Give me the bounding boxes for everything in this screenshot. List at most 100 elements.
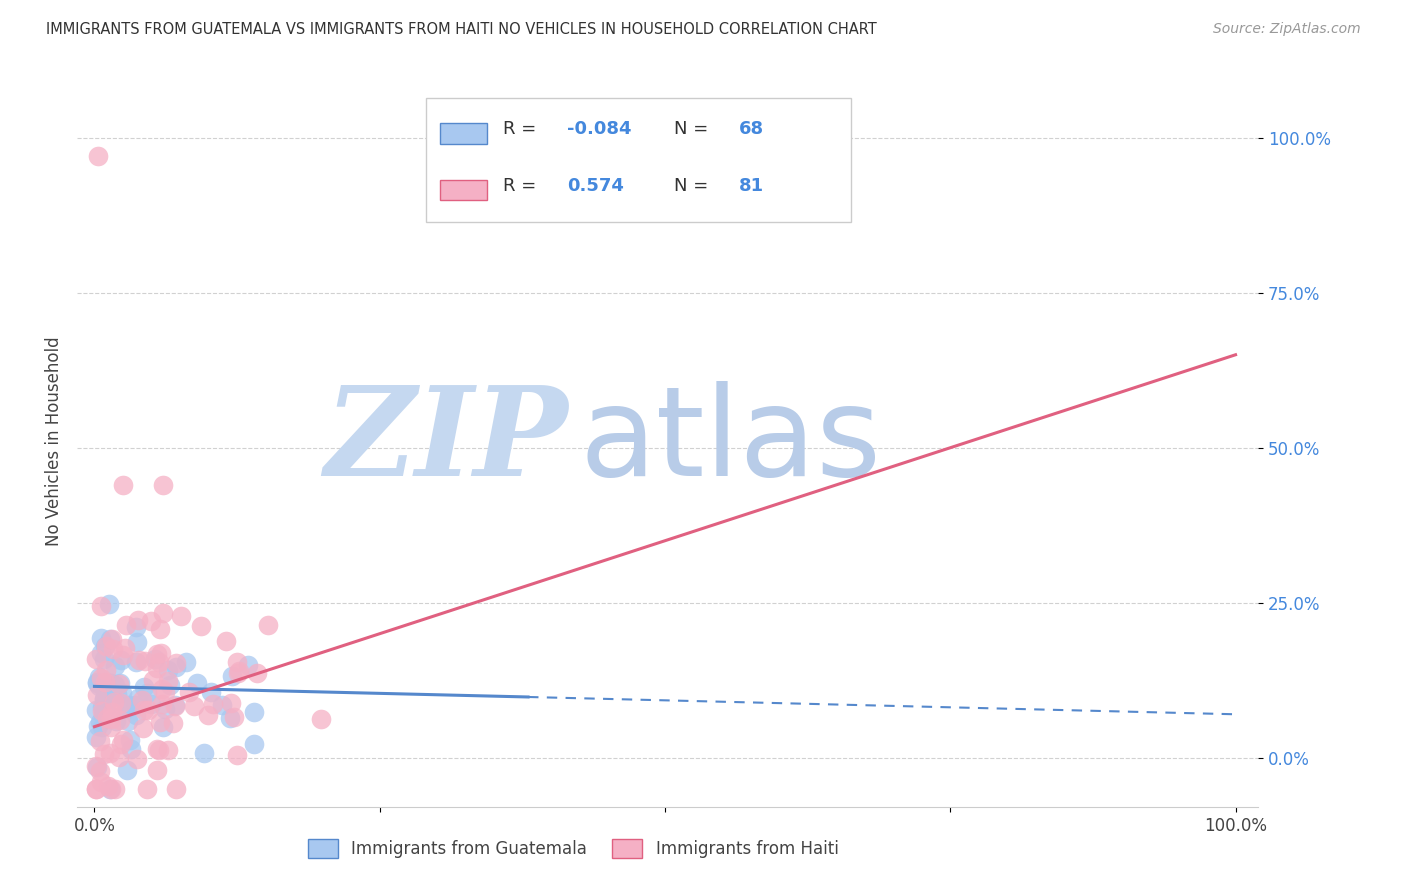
Point (127, 613, 149, 627)
Point (190, 619, 212, 633)
Point (110, 713, 132, 727)
Point (90, 774, 112, 789)
Point (146, 763, 169, 777)
FancyBboxPatch shape (440, 123, 486, 144)
Point (120, 742, 142, 756)
Point (165, 781, 187, 796)
Point (91, 708, 114, 723)
Point (163, 698, 186, 712)
Point (134, 654, 156, 668)
Point (86, 675, 108, 690)
Point (110, 653, 132, 667)
Point (107, 676, 129, 690)
Point (146, 741, 169, 756)
Point (100, 675, 122, 690)
Y-axis label: No Vehicles in Household: No Vehicles in Household (45, 336, 63, 547)
Point (150, 698, 173, 712)
Point (87, 149, 110, 163)
Point (153, 701, 176, 715)
Point (100, 781, 122, 796)
Point (163, 698, 186, 713)
Point (100, 689, 122, 703)
Point (152, 478, 174, 492)
Point (128, 652, 150, 666)
Text: 68: 68 (738, 120, 763, 138)
Point (101, 690, 124, 705)
Point (165, 657, 187, 671)
Point (104, 781, 127, 796)
Point (224, 710, 246, 724)
Point (221, 669, 243, 683)
Point (103, 695, 125, 709)
Point (84, 781, 107, 796)
Point (100, 708, 122, 723)
Point (84, 703, 107, 717)
Point (101, 642, 124, 657)
Point (87, 679, 110, 693)
Point (100, 746, 122, 760)
Point (186, 676, 208, 690)
Point (226, 666, 249, 681)
Text: N =: N = (673, 177, 714, 194)
Point (101, 706, 124, 720)
Point (90, 599, 112, 613)
Point (93, 705, 115, 719)
Point (110, 738, 132, 752)
Text: 81: 81 (738, 177, 763, 194)
Point (131, 721, 153, 735)
Point (84, 651, 107, 665)
Point (127, 691, 149, 706)
Point (148, 743, 170, 757)
Point (155, 685, 177, 699)
Point (143, 652, 166, 666)
Point (114, 618, 136, 632)
Point (152, 720, 174, 734)
Point (105, 687, 128, 701)
Point (149, 646, 172, 660)
Point (110, 696, 132, 710)
Point (104, 714, 127, 729)
Point (117, 698, 139, 713)
Point (226, 656, 249, 670)
Point (169, 609, 191, 624)
Point (96, 663, 118, 677)
Point (243, 737, 266, 751)
Point (243, 706, 266, 720)
Point (97, 678, 120, 692)
Point (104, 658, 127, 673)
Point (97, 780, 120, 794)
Text: Source: ZipAtlas.com: Source: ZipAtlas.com (1213, 22, 1361, 37)
Point (96, 711, 118, 725)
Text: -0.084: -0.084 (568, 120, 631, 138)
Point (111, 686, 134, 700)
Point (100, 720, 122, 734)
Point (150, 681, 173, 696)
Point (125, 707, 148, 722)
Point (165, 660, 187, 674)
Point (108, 750, 131, 764)
Point (139, 697, 162, 711)
Point (226, 747, 249, 762)
Point (256, 618, 278, 632)
Point (146, 648, 169, 662)
Point (139, 614, 162, 628)
Point (146, 661, 169, 675)
Point (94, 639, 117, 653)
Point (142, 673, 165, 688)
Point (103, 678, 125, 692)
FancyBboxPatch shape (426, 98, 851, 222)
Text: atlas: atlas (579, 381, 882, 502)
Point (93, 651, 115, 665)
Point (86, 719, 108, 733)
Point (125, 655, 148, 669)
Point (221, 696, 243, 710)
Point (90, 671, 112, 685)
Point (93, 691, 115, 706)
Point (131, 692, 153, 706)
Point (138, 703, 160, 717)
Point (98, 781, 121, 796)
Point (219, 711, 242, 725)
Point (120, 733, 142, 747)
Point (148, 655, 170, 669)
Point (132, 680, 155, 694)
